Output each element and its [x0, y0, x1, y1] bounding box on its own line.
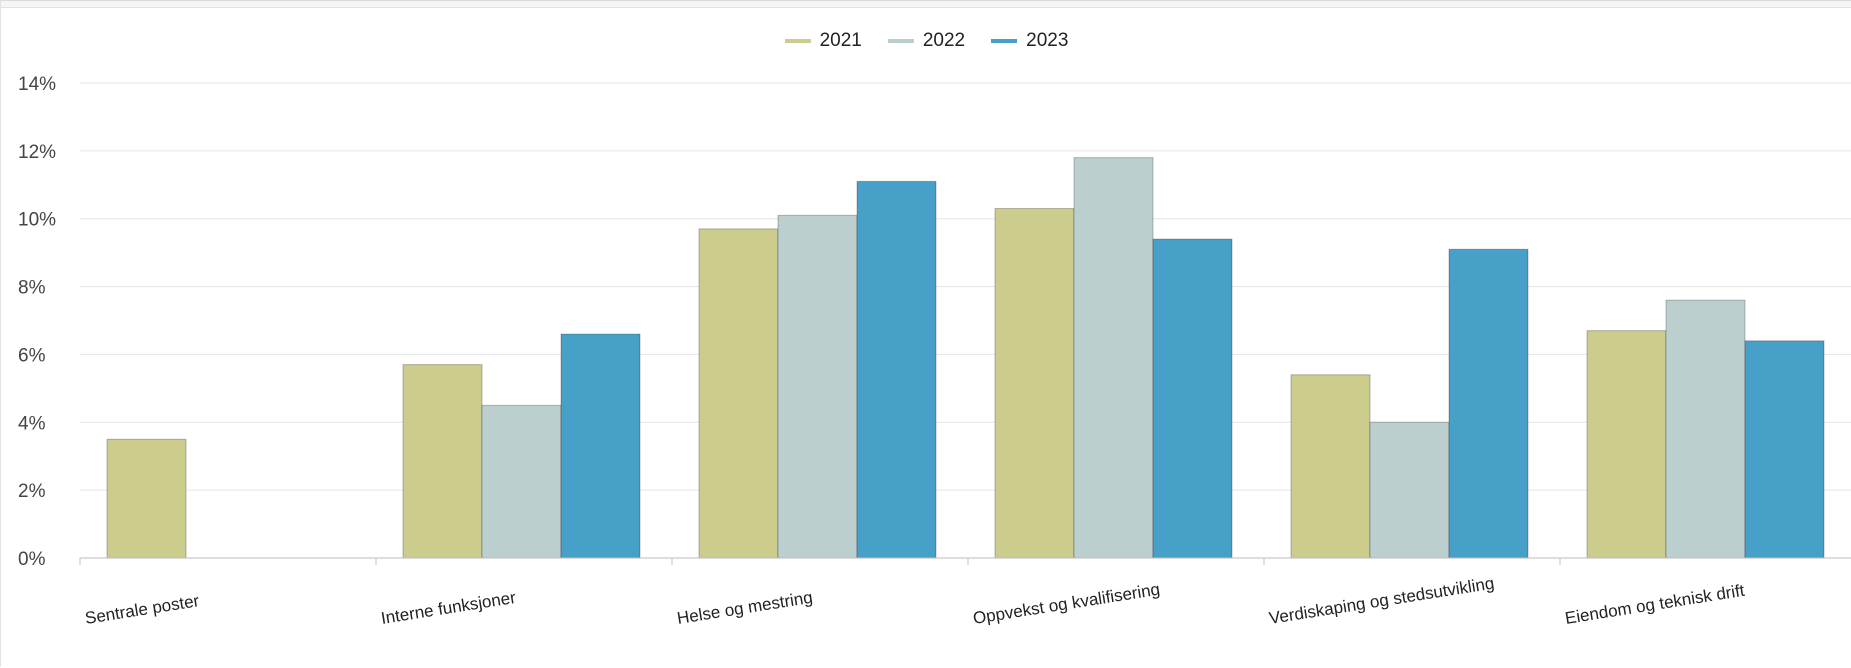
- y-tick-label: 0%: [18, 549, 46, 570]
- legend-label-2021: 2021: [819, 30, 862, 51]
- legend-item-2021[interactable]: 2021: [784, 30, 862, 52]
- bar-2021[interactable]: [1290, 374, 1371, 559]
- window-top-bar: [1, 1, 1851, 8]
- category-labels: Sentrale poster Interne funksjoner Helse o…: [84, 574, 1746, 628]
- legend-label-2022: 2022: [922, 30, 966, 51]
- bar-2022[interactable]: [777, 214, 858, 559]
- bar-2022[interactable]: [1073, 157, 1154, 559]
- x-category-label: Interne funksjoner: [380, 588, 518, 628]
- bar-2023[interactable]: [560, 333, 641, 559]
- y-tick-label: 4%: [18, 413, 46, 434]
- bar-2022[interactable]: [1665, 299, 1746, 559]
- bar-2023[interactable]: [1744, 340, 1825, 559]
- bar-2021[interactable]: [402, 364, 483, 559]
- y-tick-label: 12%: [18, 142, 56, 163]
- legend-item-2023[interactable]: 2023: [991, 30, 1068, 52]
- gridlines: [80, 82, 1851, 491]
- bars: [106, 157, 1825, 559]
- bar-2021[interactable]: [698, 228, 779, 559]
- y-tick-label: 8%: [18, 278, 46, 299]
- bar-2022[interactable]: [481, 404, 562, 559]
- y-axis-ticks: 0% 2% 4% 6% 8% 10% 12% 14%: [18, 74, 56, 570]
- chart-legend: 2021 2022 2023: [1, 30, 1851, 52]
- legend-swatch-2021: [784, 39, 811, 43]
- x-category-label: Helse og mestring: [676, 588, 814, 628]
- y-tick-label: 14%: [18, 74, 56, 95]
- bar-2021[interactable]: [1586, 330, 1667, 559]
- bar-2023[interactable]: [1448, 248, 1529, 559]
- bar-2023[interactable]: [1152, 238, 1233, 559]
- x-category-label: Eiendom og teknisk drift: [1564, 581, 1746, 628]
- legend-swatch-2022: [887, 39, 914, 43]
- legend-label-2023: 2023: [1026, 30, 1069, 51]
- y-tick-label: 2%: [18, 481, 46, 502]
- bar-2021[interactable]: [994, 208, 1075, 559]
- y-tick-label: 6%: [18, 345, 46, 366]
- legend-item-2022[interactable]: 2022: [887, 30, 966, 52]
- legend-swatch-2023: [991, 39, 1018, 43]
- x-category-label: Verdiskaping og stedsutvikling: [1268, 574, 1496, 628]
- x-category-label: Sentrale poster: [84, 591, 201, 628]
- bar-2022[interactable]: [1369, 421, 1450, 559]
- y-tick-label: 10%: [18, 210, 56, 231]
- x-category-label: Oppvekst og kvalifisering: [972, 580, 1162, 628]
- bar-2021[interactable]: [106, 438, 187, 559]
- bar-2023[interactable]: [856, 180, 937, 559]
- x-axis-ticks: [79, 558, 1561, 565]
